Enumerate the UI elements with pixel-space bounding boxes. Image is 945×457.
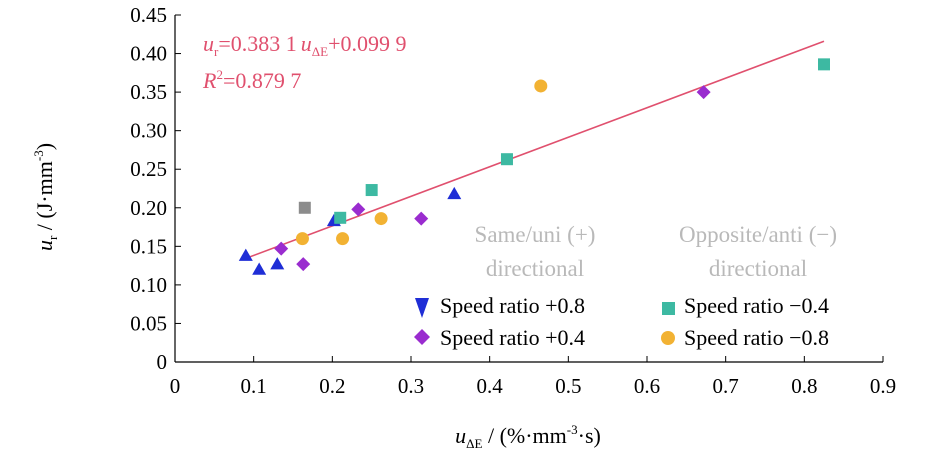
y-tick-label: 0 — [157, 350, 168, 374]
r-squared-label: R2=0.879 7 — [202, 67, 301, 93]
legend-label-speed-minus-0-8: Speed ratio −0.8 — [684, 325, 829, 350]
region-label-opposite-line2: directional — [709, 256, 807, 281]
legend-marker-diamond — [414, 329, 430, 345]
y-tick-label: 0.35 — [130, 80, 167, 104]
triangle-point — [270, 257, 285, 270]
legend-marker-circle — [661, 331, 675, 345]
triangle-point — [252, 262, 267, 275]
diamond-point — [414, 211, 429, 226]
data-points-layer — [238, 58, 830, 275]
square-point — [365, 184, 378, 197]
legend-label-speed-plus-0-4: Speed ratio +0.4 — [440, 325, 585, 350]
y-tick-label: 0.25 — [130, 157, 167, 181]
axes: 0 0.05 0.10 0.15 0.20 0.25 0.30 0.35 0.40 0.45 0 0.… — [130, 3, 896, 398]
y-tick-label: 0.40 — [130, 42, 167, 66]
x-tick-label: 0.9 — [870, 374, 896, 398]
x-tick-label: 0.5 — [555, 374, 581, 398]
triangle-point — [238, 248, 253, 261]
legend: Speed ratio +0.8 Speed ratio −0.4 Speed … — [414, 293, 829, 350]
y-tick-label: 0.05 — [130, 311, 167, 335]
legend-marker-square — [662, 302, 675, 315]
diamond-point — [696, 85, 711, 100]
y-tick-label: 0.20 — [130, 196, 167, 220]
legend-label-speed-minus-0-4: Speed ratio −0.4 — [684, 293, 829, 318]
diamond-point — [351, 202, 366, 217]
region-label-opposite-line1: Opposite/anti (−) — [679, 222, 837, 247]
region-label-same-line1: Same/uni (+) — [475, 222, 596, 247]
x-tick-label: 0 — [170, 374, 181, 398]
square-point — [334, 211, 347, 224]
x-axis-title: uΔE / (%·mm-3·s) — [455, 422, 601, 451]
x-tick-label: 0.4 — [477, 374, 504, 398]
square-point — [500, 153, 513, 166]
legend-label-speed-plus-0-8: Speed ratio +0.8 — [440, 293, 585, 318]
y-tick-label: 0.30 — [130, 119, 167, 143]
x-tick-label: 0.8 — [791, 374, 817, 398]
y-tick-label: 0.15 — [130, 234, 167, 258]
y-tick-label: 0.45 — [130, 3, 167, 27]
x-tick-label: 0.6 — [634, 374, 660, 398]
triangle-point — [447, 186, 462, 200]
diamond-point — [274, 241, 289, 256]
circle-point — [534, 79, 548, 93]
diamond-point — [296, 257, 311, 272]
region-label-same-line2: directional — [486, 256, 584, 281]
square-point — [818, 58, 830, 71]
square-point — [298, 201, 311, 214]
x-tick-label: 0.2 — [319, 374, 345, 398]
x-tick-label: 0.3 — [398, 374, 424, 398]
x-tick-label: 0.7 — [713, 374, 739, 398]
circle-point — [336, 232, 350, 246]
x-tick-label: 0.1 — [241, 374, 267, 398]
legend-marker-triangle — [415, 298, 429, 318]
circle-point — [374, 212, 388, 226]
y-axis-title: ur / (J·mm-3) — [31, 143, 60, 251]
y-tick-label: 0.10 — [130, 273, 167, 297]
circle-point — [295, 232, 309, 246]
fit-equation: ur=0.383 1 uΔE+0.099 9 — [203, 31, 407, 59]
